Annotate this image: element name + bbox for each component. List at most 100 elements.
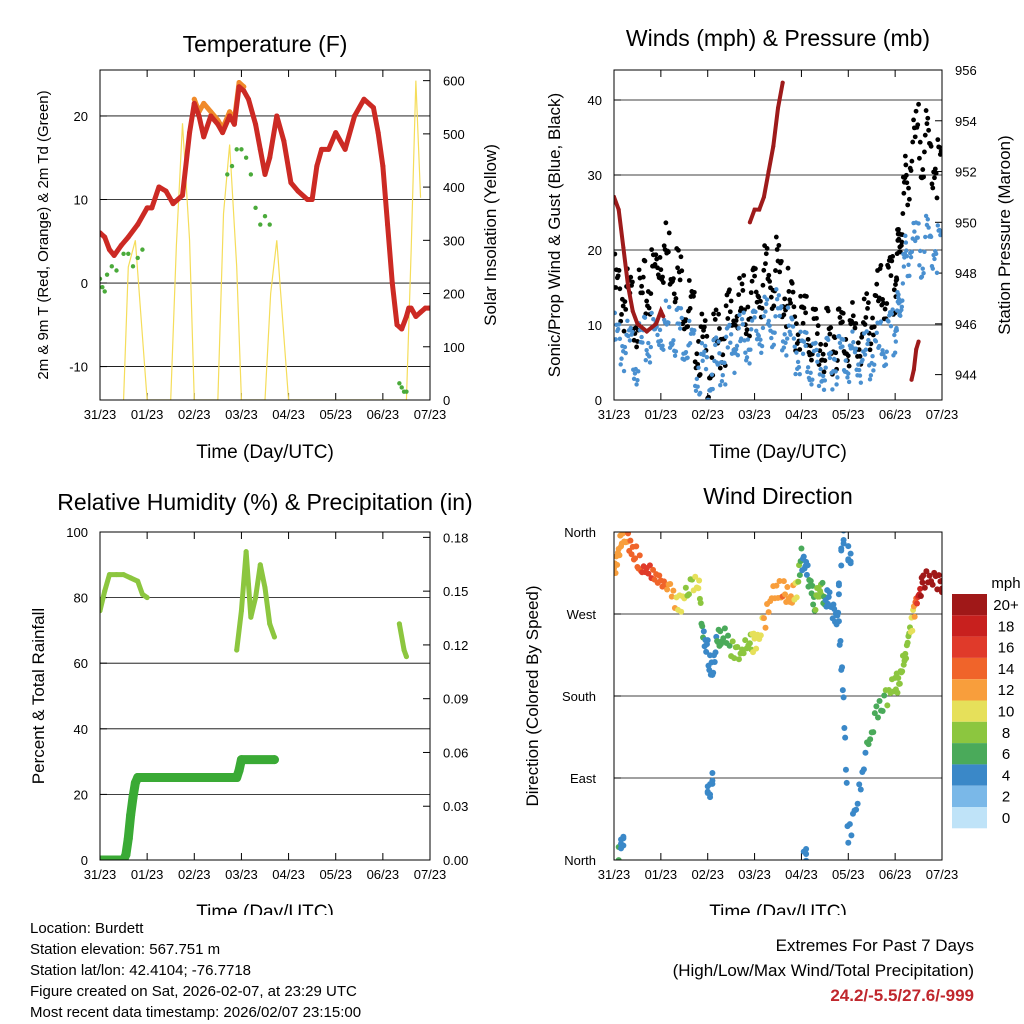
y-axis: 0 20 40 60 80 100 xyxy=(66,525,107,868)
data-point xyxy=(759,343,765,349)
data-point xyxy=(908,168,914,173)
data-point xyxy=(845,353,851,359)
station-location: Location: Burdett xyxy=(30,920,144,937)
data-point xyxy=(796,572,803,579)
data-point xyxy=(835,618,842,625)
data-point xyxy=(860,766,867,773)
data-point xyxy=(671,338,676,343)
data-point xyxy=(699,311,705,317)
colorbar-label: 8 xyxy=(1002,725,1010,742)
data-point xyxy=(267,222,272,227)
data-point xyxy=(258,222,263,227)
data-point xyxy=(667,304,672,310)
data-point xyxy=(665,249,671,255)
plot-frame xyxy=(613,69,943,401)
x-tick-label: 07/23 xyxy=(926,867,959,882)
series-solar-insolation xyxy=(122,80,422,400)
data-point xyxy=(817,372,823,377)
data-point xyxy=(904,253,910,259)
data-point xyxy=(800,553,807,560)
data-point xyxy=(840,694,847,701)
x-tick-label: 03/23 xyxy=(738,867,771,882)
data-point xyxy=(827,355,833,361)
y2-tick-label: 0.15 xyxy=(443,584,468,599)
data-point xyxy=(763,251,769,257)
y-tick-label: 30 xyxy=(588,168,602,183)
y2-tick-label: 946 xyxy=(955,317,977,332)
data-point xyxy=(776,106,780,111)
data-point xyxy=(914,600,921,607)
data-point xyxy=(745,304,751,310)
data-point xyxy=(917,139,923,145)
data-point xyxy=(102,234,108,240)
data-point xyxy=(773,582,780,589)
data-point xyxy=(879,707,886,714)
data-point xyxy=(761,314,766,319)
data-point xyxy=(920,572,927,579)
data-point xyxy=(892,332,897,338)
data-point xyxy=(767,323,772,328)
data-point xyxy=(894,277,900,282)
data-point xyxy=(734,343,740,349)
data-point xyxy=(785,265,791,271)
data-point xyxy=(923,568,930,575)
data-point xyxy=(627,338,633,343)
y2-tick-label: 0 xyxy=(443,393,450,408)
data-point xyxy=(700,334,706,340)
data-point xyxy=(100,855,105,860)
data-point xyxy=(840,537,847,544)
data-point xyxy=(741,273,747,278)
data-point xyxy=(857,353,863,359)
data-point xyxy=(803,571,810,578)
data-point xyxy=(889,311,894,317)
data-point xyxy=(909,158,915,164)
data-point xyxy=(846,363,852,369)
data-point xyxy=(764,297,770,302)
data-point xyxy=(805,365,811,370)
data-point xyxy=(923,108,929,113)
data-point xyxy=(810,377,815,382)
data-point xyxy=(630,279,635,285)
data-point xyxy=(100,285,105,290)
x-tick-label: 02/23 xyxy=(691,867,724,882)
data-point xyxy=(881,351,886,357)
data-point xyxy=(236,80,242,86)
data-point xyxy=(929,581,936,588)
y-tick-label: 0 xyxy=(595,393,602,408)
y-tick-label: North xyxy=(564,525,596,540)
data-point xyxy=(658,267,664,273)
y-tick-label: 10 xyxy=(588,318,602,333)
grid-lines xyxy=(100,597,430,795)
x-tick-label: 06/23 xyxy=(367,407,400,422)
y-axis-label: Sonic/Prop Wind & Gust (Blue, Black) xyxy=(545,93,564,377)
data-point xyxy=(748,347,753,352)
data-point xyxy=(375,130,381,136)
data-point xyxy=(904,248,909,253)
series-direction-1 xyxy=(615,532,854,860)
data-point xyxy=(660,343,665,348)
data-point xyxy=(262,214,268,219)
data-point xyxy=(742,637,749,644)
x-tick-label: 05/23 xyxy=(832,407,865,422)
data-point xyxy=(840,344,845,349)
data-point xyxy=(793,371,798,377)
data-point xyxy=(763,309,768,314)
data-point xyxy=(888,324,894,329)
data-point xyxy=(901,264,907,269)
data-point xyxy=(267,621,273,627)
data-point xyxy=(739,317,745,322)
data-point xyxy=(636,267,642,273)
plot-frame xyxy=(613,531,943,861)
data-point xyxy=(794,321,799,327)
data-point xyxy=(839,664,846,671)
data-point xyxy=(709,355,715,361)
data-point xyxy=(615,273,621,279)
data-point xyxy=(696,577,703,584)
data-point xyxy=(785,305,791,310)
data-point xyxy=(907,273,912,279)
data-point xyxy=(723,334,729,340)
data-point xyxy=(135,222,141,228)
data-point xyxy=(671,276,676,282)
x-tick-label: 05/23 xyxy=(319,867,352,882)
data-point xyxy=(704,354,710,360)
